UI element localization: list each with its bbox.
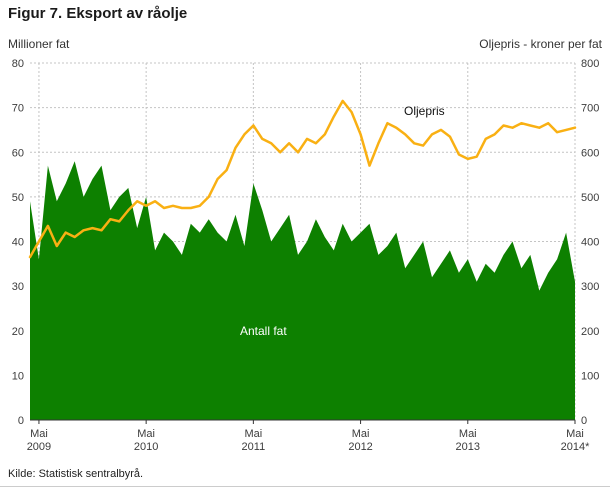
svg-text:10: 10	[12, 370, 24, 382]
svg-text:2013: 2013	[456, 441, 480, 453]
svg-text:Mai: Mai	[352, 428, 370, 440]
svg-text:100: 100	[581, 370, 599, 382]
svg-text:400: 400	[581, 237, 599, 249]
svg-text:80: 80	[12, 58, 24, 70]
svg-text:0: 0	[18, 415, 24, 427]
svg-text:Mai: Mai	[459, 428, 477, 440]
svg-text:Mai: Mai	[137, 428, 155, 440]
svg-text:50: 50	[12, 192, 24, 204]
svg-text:Mai: Mai	[566, 428, 584, 440]
svg-text:Mai: Mai	[244, 428, 262, 440]
chart-area: 0 10 20 30 40 50 60 70 80 0 100 200 300 400 500 600 700 8…	[0, 52, 610, 454]
footer-divider	[0, 486, 610, 487]
svg-text:2010: 2010	[134, 441, 158, 453]
svg-text:300: 300	[581, 281, 599, 293]
svg-text:2014*: 2014*	[561, 441, 590, 453]
svg-text:700: 700	[581, 103, 599, 115]
svg-text:500: 500	[581, 192, 599, 204]
svg-text:2009: 2009	[27, 441, 51, 453]
export-chart: 0102030405060708001002003004005006007008…	[12, 58, 600, 453]
svg-text:600: 600	[581, 147, 599, 159]
svg-text:70: 70	[12, 103, 24, 115]
svg-text:800: 800	[581, 58, 599, 70]
right-axis-title: Oljepris - kroner per fat	[479, 37, 602, 51]
svg-text:Mai: Mai	[30, 428, 48, 440]
svg-text:30: 30	[12, 281, 24, 293]
svg-text:2012: 2012	[348, 441, 372, 453]
area-series-label: Antall fat	[240, 324, 287, 338]
svg-text:60: 60	[12, 147, 24, 159]
source-note: Kilde: Statistisk sentralbyrå.	[8, 468, 144, 480]
figure-title: Figur 7. Eksport av råolje	[8, 5, 188, 22]
svg-text:20: 20	[12, 326, 24, 338]
line-series-label: Oljepris	[404, 104, 445, 118]
svg-text:200: 200	[581, 326, 599, 338]
svg-text:0: 0	[581, 415, 587, 427]
left-axis-title: Millioner fat	[8, 37, 70, 51]
svg-text:2011: 2011	[242, 441, 266, 453]
svg-text:40: 40	[12, 237, 24, 249]
